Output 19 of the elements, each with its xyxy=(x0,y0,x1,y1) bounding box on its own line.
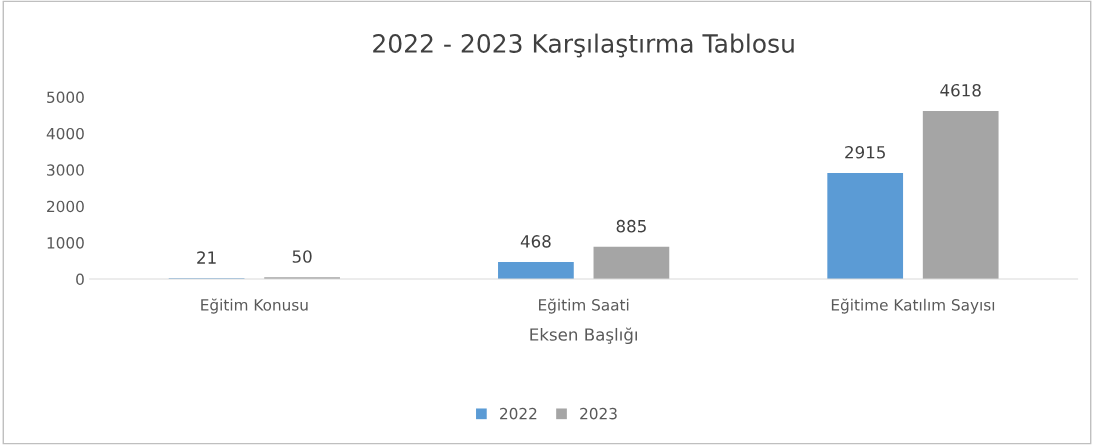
data-label: 4618 xyxy=(940,83,981,97)
y-tick-label: 0 xyxy=(76,273,84,286)
data-label: 885 xyxy=(616,219,646,233)
data-label: 2915 xyxy=(845,145,885,159)
x-tick-label: Eğitim Konusu xyxy=(201,298,308,314)
y-tick-label: 5000 xyxy=(47,91,84,104)
x-tick-label: Eğitim Saati xyxy=(539,298,629,314)
y-tick-label: 3000 xyxy=(47,164,84,176)
y-tick-label: 2000 xyxy=(47,200,84,213)
chart-title: 2022 - 2023 Karşılaştırma Tablosu xyxy=(373,33,794,58)
data-label: 21 xyxy=(197,251,216,264)
x-tick-label: Eğitime Katılım Sayısı xyxy=(831,298,995,314)
y-tick-label: 4000 xyxy=(46,127,84,140)
y-tick-label: 1000 xyxy=(47,237,84,249)
legend-label: 2022 xyxy=(500,407,537,420)
data-label: 50 xyxy=(292,250,312,263)
data-label: 468 xyxy=(520,235,551,248)
legend-label: 2023 xyxy=(580,407,617,420)
x-axis-title: Eksen Başlığı xyxy=(530,327,637,345)
